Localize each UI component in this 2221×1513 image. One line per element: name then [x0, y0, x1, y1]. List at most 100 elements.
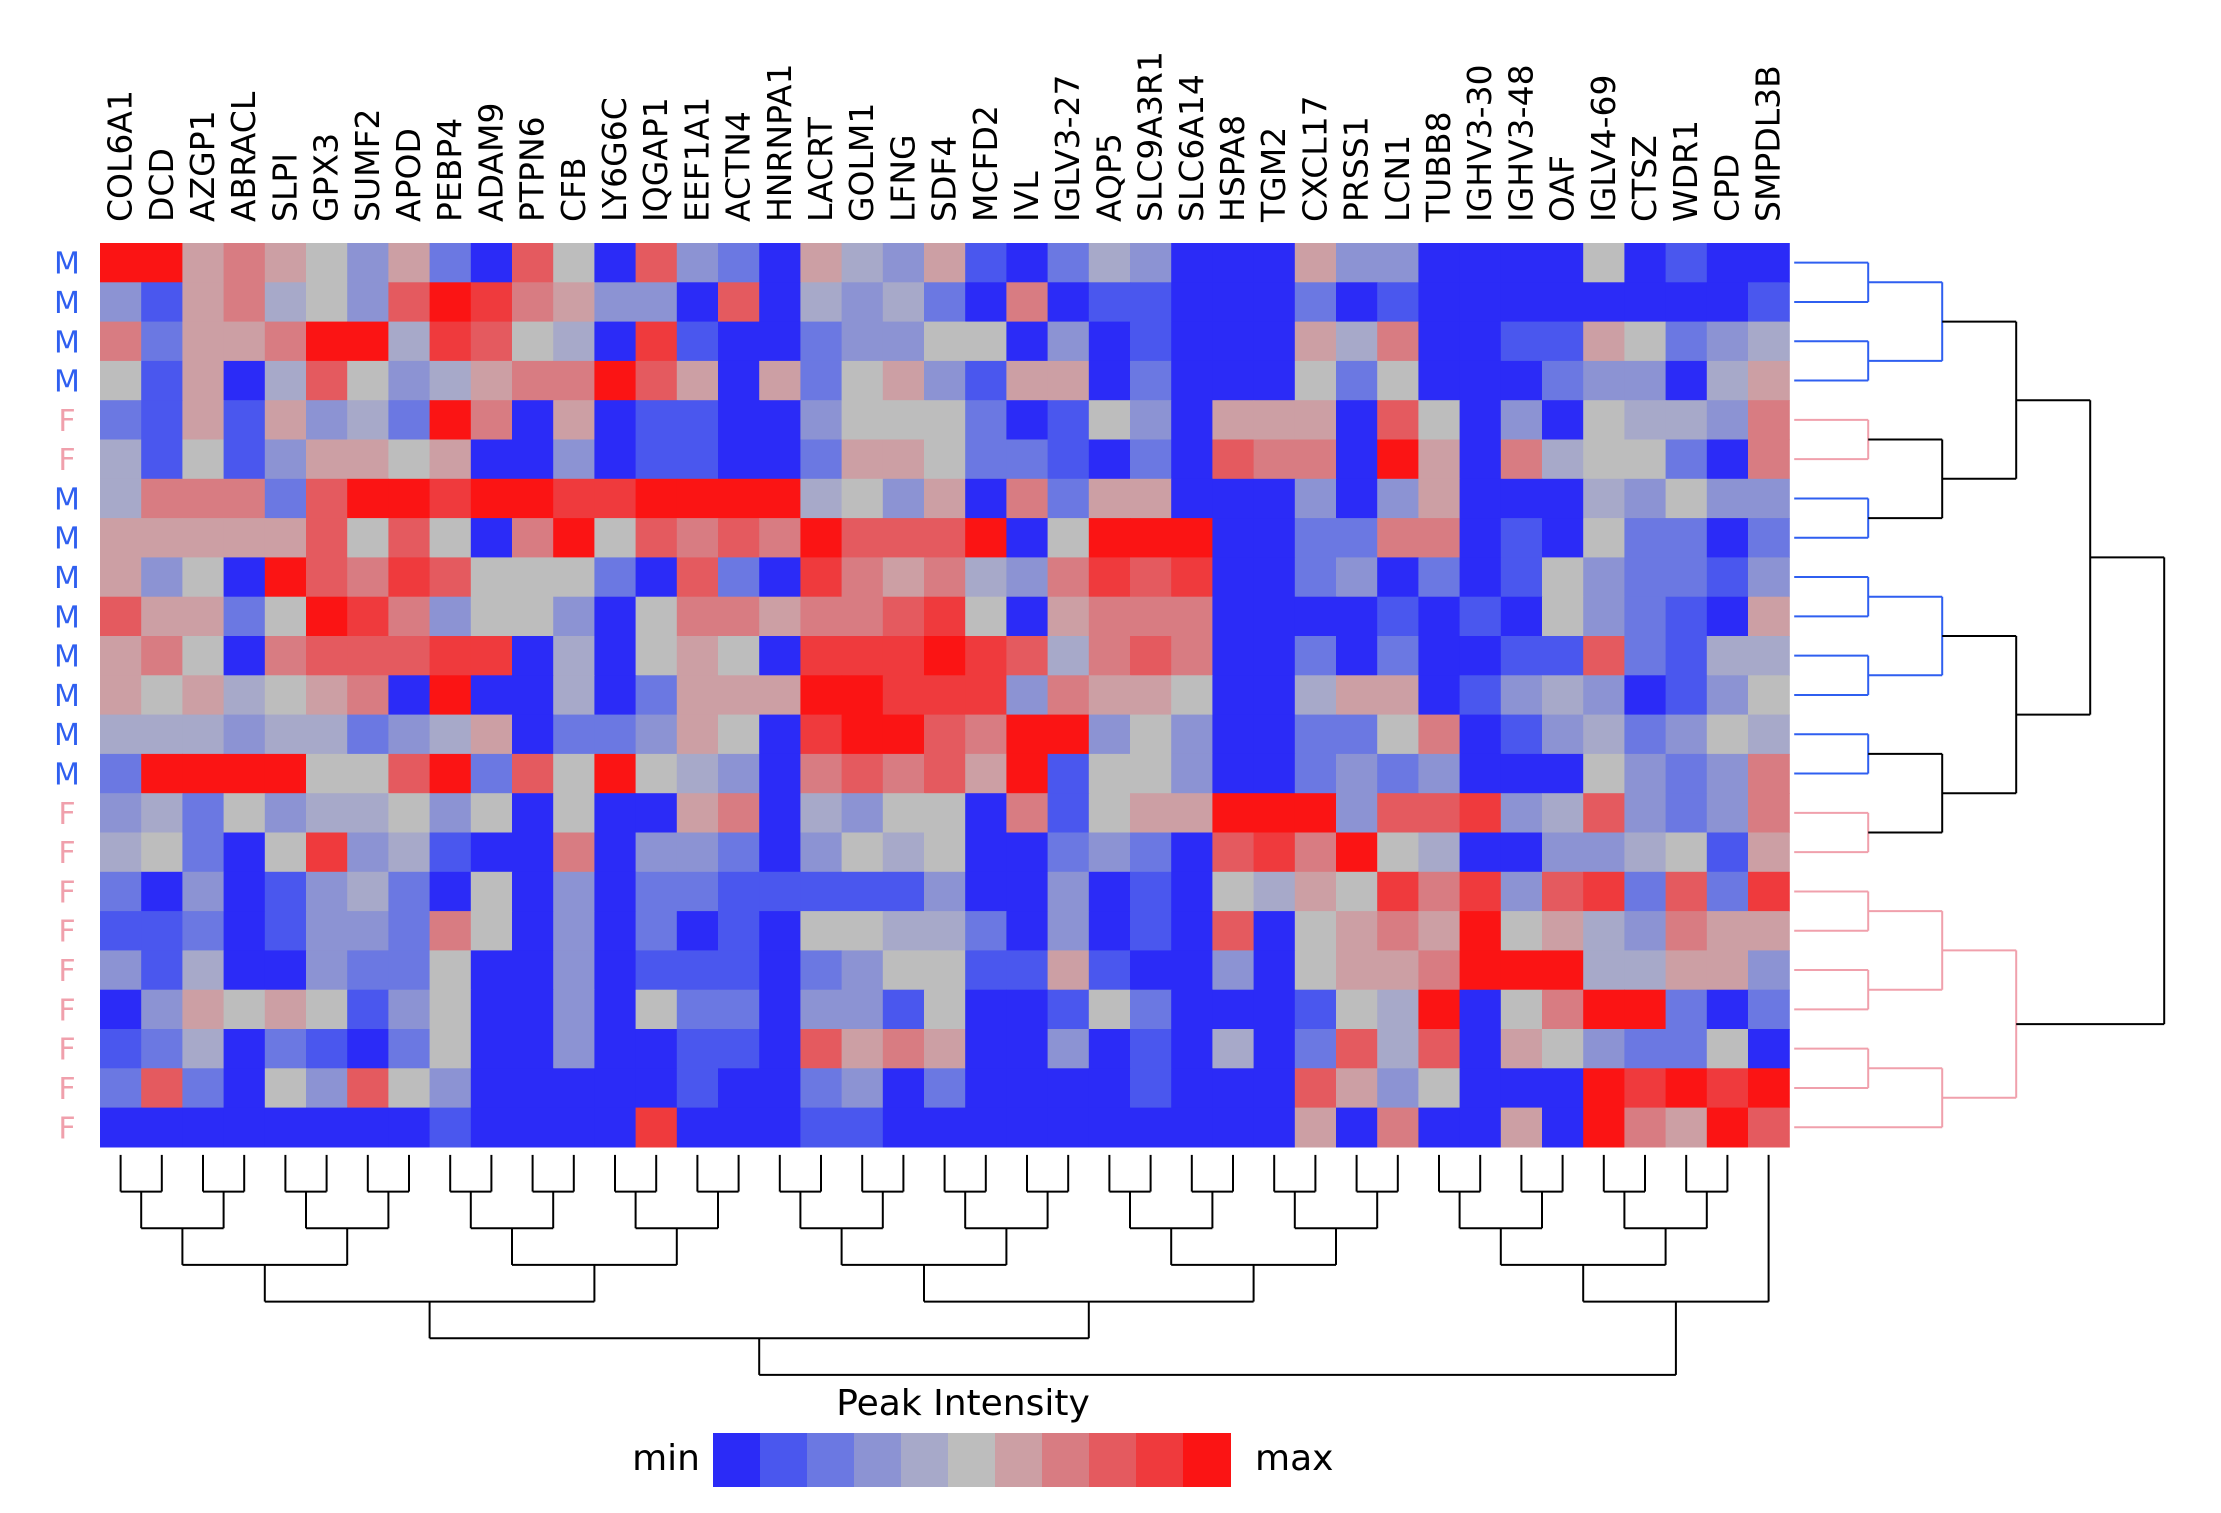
heatmap-cell-r14-c39: [1706, 793, 1749, 834]
heatmap-cell-r7-c5: [306, 518, 348, 558]
heatmap-cell-r6-c2: [182, 478, 225, 519]
row-label-18: F: [58, 954, 75, 989]
heatmap-cell-r15-c25: [1130, 832, 1172, 873]
heatmap-cell-r22-c1: [141, 1107, 183, 1148]
heatmap-cell-r13-c22: [1006, 753, 1049, 794]
heatmap-cell-r1-c16: [759, 282, 801, 323]
heatmap-cell-r11-c21: [965, 675, 1007, 716]
heatmap-cell-r16-c40: [1748, 871, 1790, 912]
heatmap-cell-r21-c24: [1088, 1068, 1131, 1109]
heatmap-cell-r1-c2: [182, 282, 225, 323]
heatmap-cell-r2-c4: [264, 321, 307, 362]
heatmap-cell-r6-c35: [1542, 478, 1584, 519]
heatmap-cell-r19-c21: [965, 989, 1007, 1030]
heatmap-cell-r11-c22: [1006, 675, 1049, 716]
heatmap-cell-r21-c22: [1006, 1068, 1049, 1109]
heatmap-cell-r15-c33: [1459, 832, 1502, 873]
heatmap-cell-r14-c6: [347, 793, 389, 834]
heatmap-cell-r18-c27: [1212, 950, 1255, 991]
heatmap-cell-r16-c2: [182, 871, 225, 912]
heatmap-cell-r4-c33: [1459, 400, 1502, 441]
heatmap-cell-r4-c32: [1418, 400, 1461, 441]
column-label-18: GOLM1: [842, 103, 881, 222]
heatmap-cell-r13-c16: [759, 753, 801, 794]
heatmap-cell-r19-c33: [1459, 989, 1502, 1030]
heatmap-cell-r9-c29: [1294, 596, 1337, 637]
heatmap-cell-r10-c23: [1047, 636, 1090, 676]
heatmap-cell-r21-c17: [800, 1068, 843, 1109]
heatmap-cell-r7-c19: [882, 518, 925, 558]
heatmap-cell-r14-c33: [1459, 793, 1502, 834]
heatmap-cell-r12-c22: [1006, 714, 1049, 755]
heatmap-cell-r14-c14: [676, 793, 719, 834]
heatmap-cell-r7-c13: [635, 518, 678, 558]
heatmap-cell-r22-c7: [388, 1107, 431, 1148]
heatmap-cell-r12-c23: [1047, 714, 1090, 755]
heatmap-cell-r12-c3: [223, 714, 266, 755]
heatmap-cell-r8-c16: [759, 557, 801, 598]
heatmap-cell-r18-c31: [1377, 950, 1419, 991]
heatmap-cell-r15-c12: [594, 832, 637, 873]
heatmap-cell-r16-c22: [1006, 871, 1049, 912]
heatmap-cell-r7-c40: [1748, 518, 1790, 558]
heatmap-cell-r9-c12: [594, 596, 637, 637]
heatmap-cell-r10-c0: [100, 636, 142, 676]
heatmap-cell-r6-c13: [635, 478, 678, 519]
heatmap-cell-r6-c9: [470, 478, 513, 519]
heatmap-cell-r9-c2: [182, 596, 225, 637]
color-legend: Peak Intensity min max: [632, 1383, 1333, 1487]
heatmap-cell-r9-c17: [800, 596, 843, 637]
heatmap-cell-r0-c21: [965, 243, 1007, 283]
heatmap-cell-r5-c3: [223, 439, 266, 480]
heatmap-cell-r18-c19: [882, 950, 925, 991]
column-label-38: WDR1: [1666, 120, 1705, 222]
heatmap-cell-r1-c18: [841, 282, 884, 323]
heatmap-cell-r5-c15: [718, 439, 760, 480]
heatmap-cell-r3-c18: [841, 360, 884, 401]
heatmap-cell-r4-c18: [841, 400, 884, 441]
heatmap-cell-r16-c0: [100, 871, 142, 912]
heatmap-cell-r17-c32: [1418, 911, 1461, 951]
heatmap-cell-r4-c29: [1294, 400, 1337, 441]
heatmap-cell-r18-c5: [306, 950, 348, 991]
heatmap-cell-r9-c11: [553, 596, 595, 637]
heatmap-cell-r5-c12: [594, 439, 637, 480]
heatmap-cell-r17-c9: [470, 911, 513, 951]
heatmap-cell-r11-c27: [1212, 675, 1255, 716]
heatmap-cell-r8-c29: [1294, 557, 1337, 598]
heatmap-cell-r6-c12: [594, 478, 637, 519]
heatmap-cell-r16-c16: [759, 871, 801, 912]
heatmap-cell-r13-c21: [965, 753, 1007, 794]
heatmap-cell-r20-c10: [512, 1029, 554, 1069]
heatmap-cell-r22-c19: [882, 1107, 925, 1148]
heatmap-cell-r20-c12: [594, 1029, 637, 1069]
heatmap-cell-r17-c39: [1706, 911, 1749, 951]
heatmap-cell-r3-c23: [1047, 360, 1090, 401]
heatmap-cell-r8-c19: [882, 557, 925, 598]
heatmap-cell-r9-c40: [1748, 596, 1790, 637]
heatmap-cell-r21-c0: [100, 1068, 142, 1109]
heatmap-cell-r11-c16: [759, 675, 801, 716]
heatmap-cell-r5-c25: [1130, 439, 1172, 480]
heatmap-cell-r6-c25: [1130, 478, 1172, 519]
heatmap-cell-r14-c34: [1500, 793, 1543, 834]
heatmap-cell-r1-c28: [1253, 282, 1296, 323]
heatmap-cell-r10-c14: [676, 636, 719, 676]
heatmap-cell-r1-c37: [1624, 282, 1667, 323]
heatmap-cell-r19-c3: [223, 989, 266, 1030]
heatmap-cell-r15-c26: [1171, 832, 1213, 873]
heatmap-cell-r14-c32: [1418, 793, 1461, 834]
heatmap-cell-r22-c36: [1583, 1107, 1625, 1148]
column-label-4: SLPI: [265, 153, 304, 222]
heatmap-cell-r21-c5: [306, 1068, 348, 1109]
heatmap-cell-r12-c6: [347, 714, 389, 755]
heatmap-cell-r4-c31: [1377, 400, 1419, 441]
heatmap-cell-r14-c10: [512, 793, 554, 834]
heatmap-cell-r19-c34: [1500, 989, 1543, 1030]
heatmap-cell-r21-c30: [1336, 1068, 1378, 1109]
heatmap-cell-r15-c0: [100, 832, 142, 873]
heatmap-cell-r14-c27: [1212, 793, 1255, 834]
heatmap-cell-r22-c13: [635, 1107, 678, 1148]
heatmap-cell-r20-c19: [882, 1029, 925, 1069]
